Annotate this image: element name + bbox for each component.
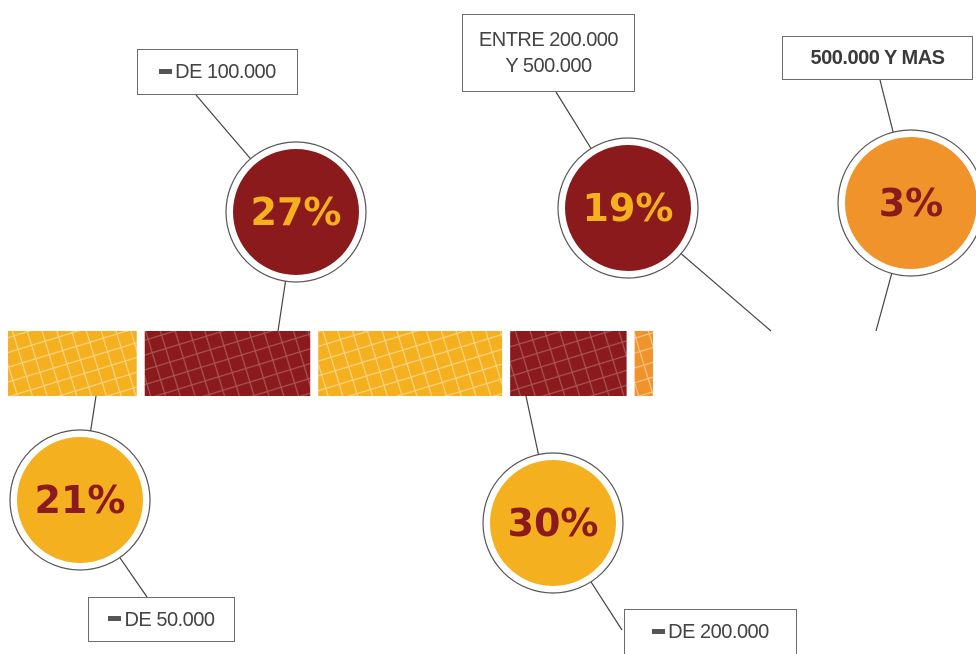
label-box-de-100000: DE 100.000 xyxy=(137,49,298,95)
connector-line xyxy=(195,94,251,160)
dash-icon xyxy=(159,68,173,74)
label-box-500000-y-mas: 500.000 Y MAS xyxy=(782,36,973,80)
bar-segment-texture xyxy=(634,331,653,396)
bar-segment-texture xyxy=(318,331,503,396)
bubble-disc xyxy=(845,137,976,269)
label-box-entre-200000-y-500000: ENTRE 200.000 Y 500.000 xyxy=(462,14,635,92)
value-label: 30% xyxy=(508,501,599,545)
value-bubbles: 21% 27% 30% 19% 3% xyxy=(9,129,976,594)
connector-line xyxy=(590,581,623,631)
connector-line xyxy=(879,79,894,133)
bar-segments xyxy=(8,331,653,396)
value-label: 27% xyxy=(251,190,342,234)
connector-line xyxy=(680,253,772,332)
segment-label: ENTRE 200.000 Y 500.000 xyxy=(478,29,619,77)
value-label: 3% xyxy=(879,181,944,225)
segment-label: DE 200.000 xyxy=(668,621,769,643)
bubble-disc xyxy=(490,460,616,586)
segment-label: DE 100.000 xyxy=(175,61,276,83)
connector-line xyxy=(525,395,540,455)
bar-segment-texture xyxy=(8,331,137,396)
connector-line xyxy=(875,273,893,332)
bubble-disc xyxy=(17,437,143,563)
value-label: 19% xyxy=(583,186,674,230)
dash-icon xyxy=(108,616,122,621)
bubble-disc xyxy=(233,149,359,275)
connector-line xyxy=(90,395,97,431)
bubble-disc xyxy=(565,145,691,271)
connector-line xyxy=(277,281,287,332)
connector-line xyxy=(119,557,148,598)
dash-icon xyxy=(652,628,666,634)
bar-segment-texture xyxy=(144,331,311,396)
segment-label: 500.000 Y MAS xyxy=(810,47,945,69)
bar-segment-texture xyxy=(510,331,627,396)
label-box-de-200000: DE 200.000 xyxy=(624,609,797,654)
segment-label: DE 50.000 xyxy=(124,608,215,631)
connector-lines xyxy=(90,79,894,631)
value-label: 21% xyxy=(35,478,126,522)
label-box-de-50000: DE 50.000 xyxy=(88,597,235,642)
connector-line xyxy=(555,91,592,149)
